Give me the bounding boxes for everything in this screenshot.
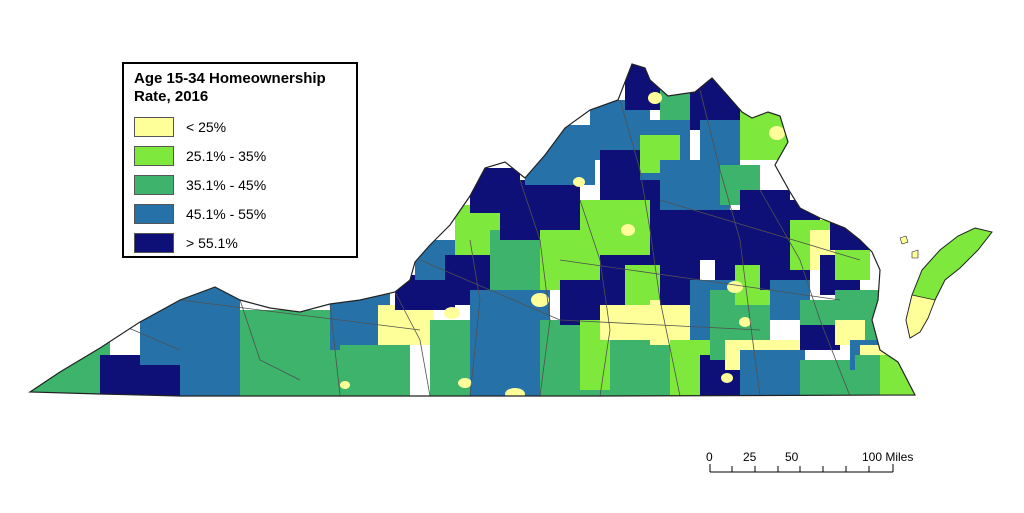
legend-title: Age 15-34 Homeownership Rate, 2016 bbox=[134, 70, 326, 105]
county-region bbox=[740, 350, 805, 396]
city-region bbox=[505, 388, 525, 396]
legend-item: 35.1% - 45% bbox=[134, 170, 356, 199]
city-region bbox=[402, 313, 414, 323]
scale-label-50: 50 bbox=[785, 450, 799, 464]
county-region bbox=[378, 305, 433, 345]
county-region bbox=[30, 280, 110, 396]
city-region bbox=[648, 92, 662, 104]
legend-item: > 55.1% bbox=[134, 228, 356, 257]
virginia-outline bbox=[28, 63, 916, 397]
county-region bbox=[700, 120, 740, 170]
legend-swatch bbox=[134, 232, 174, 253]
scale-label-100-miles: 100 Miles bbox=[862, 450, 913, 464]
legend-label: 35.1% - 45% bbox=[186, 176, 267, 193]
county-region bbox=[625, 265, 665, 305]
scale-label-25: 25 bbox=[743, 450, 757, 464]
county-region bbox=[340, 345, 410, 396]
legend-item: < 25% bbox=[134, 112, 356, 141]
city-region bbox=[727, 281, 743, 293]
city-region bbox=[769, 126, 785, 140]
scale-label-0: 0 bbox=[706, 450, 713, 464]
county-region bbox=[800, 300, 840, 325]
city-region bbox=[340, 381, 350, 389]
county-regions bbox=[30, 64, 915, 396]
legend-swatch bbox=[134, 174, 174, 195]
legend-label: 25.1% - 35% bbox=[186, 147, 267, 164]
city-region bbox=[621, 224, 635, 236]
island-region bbox=[911, 249, 919, 259]
legend-swatch bbox=[134, 203, 174, 224]
county-region bbox=[835, 250, 870, 280]
legend-label: > 55.1% bbox=[186, 234, 238, 251]
legend-swatch bbox=[134, 116, 174, 137]
legend-item: 45.1% - 55% bbox=[134, 199, 356, 228]
county-region bbox=[470, 290, 550, 396]
map-legend: Age 15-34 Homeownership Rate, 2016 < 25%… bbox=[122, 62, 358, 258]
county-boundaries bbox=[109, 89, 861, 396]
scale-bar: 0 25 50 100 Miles bbox=[706, 450, 913, 473]
county-region bbox=[140, 285, 240, 365]
island-region bbox=[899, 235, 909, 245]
city-region bbox=[573, 177, 585, 187]
county-region bbox=[830, 210, 880, 250]
city-region bbox=[721, 373, 733, 383]
eastern-shore-southern-county bbox=[905, 294, 936, 339]
legend-item: 25.1% - 35% bbox=[134, 141, 356, 170]
city-region bbox=[444, 307, 460, 319]
legend-swatch bbox=[134, 145, 174, 166]
legend-label: < 25% bbox=[186, 118, 227, 135]
legend-label: 45.1% - 55% bbox=[186, 205, 267, 222]
city-region bbox=[531, 293, 549, 307]
city-region bbox=[739, 317, 751, 327]
city-region bbox=[458, 378, 472, 388]
